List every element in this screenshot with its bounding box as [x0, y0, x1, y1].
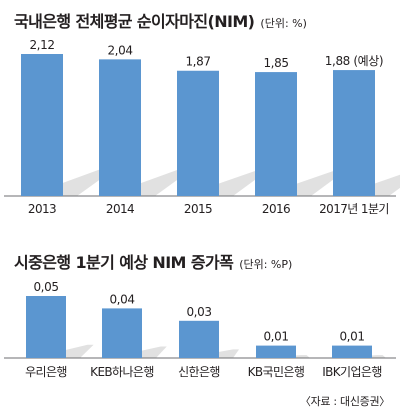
chart2-value-label: 0,05: [33, 280, 58, 294]
chart1-bar: [177, 70, 219, 196]
chart2-category-label: 신한은행: [178, 364, 220, 379]
chart1-title: 국내은행 전체평균 순이자마진(NIM): [14, 12, 255, 31]
chart2-title-row: 시중은행 1분기 예상 NIM 증가폭 (단위: %P): [14, 249, 292, 273]
chart1-value-label: 1,85: [263, 56, 288, 70]
chart1-category-label: 2017년 1분기: [319, 202, 389, 216]
chart2-bar: [102, 308, 142, 358]
chart2-category-label: KB국민은행: [248, 364, 305, 379]
chart1-title-row: 국내은행 전체평균 순이자마진(NIM) (단위: %): [14, 8, 307, 32]
chart2-bar: [26, 296, 66, 358]
chart2-value-label: 0,01: [263, 330, 288, 344]
chart2-category-label: IBK기업은행: [322, 364, 382, 379]
chart1-bar: [21, 54, 63, 196]
chart2-bar: [332, 345, 372, 358]
chart2-value-label: 0,01: [339, 330, 364, 344]
chart2-unit: (단위: %P): [239, 258, 293, 271]
chart1-category-label: 2013: [28, 202, 56, 216]
chart2-category-label: 우리은행: [25, 364, 67, 379]
chart1-value-label: 2,12: [29, 38, 54, 52]
chart1-bar: [333, 70, 375, 196]
chart2-bar: [256, 345, 296, 358]
chart2-category-label: KEB하나은행: [90, 364, 154, 379]
chart2-bar: [179, 320, 219, 358]
chart1-bar: [99, 59, 141, 196]
chart1-value-label: 1,88 (예상): [325, 54, 383, 68]
chart2-title: 시중은행 1분기 예상 NIM 증가폭: [14, 253, 234, 272]
chart2-value-label: 0,03: [186, 305, 211, 319]
chart1-category-label: 2014: [106, 202, 134, 216]
source-note: 〈자료 : 대신증권〉: [299, 395, 390, 408]
chart2-value-label: 0,04: [109, 292, 134, 306]
chart1-value-label: 2,04: [107, 43, 132, 57]
chart1-category-label: 2015: [184, 202, 212, 216]
chart1-bar: [255, 72, 297, 196]
chart1-category-label: 2016: [262, 202, 290, 216]
chart1-value-label: 1,87: [185, 55, 210, 69]
chart1-unit: (단위: %): [260, 17, 307, 30]
